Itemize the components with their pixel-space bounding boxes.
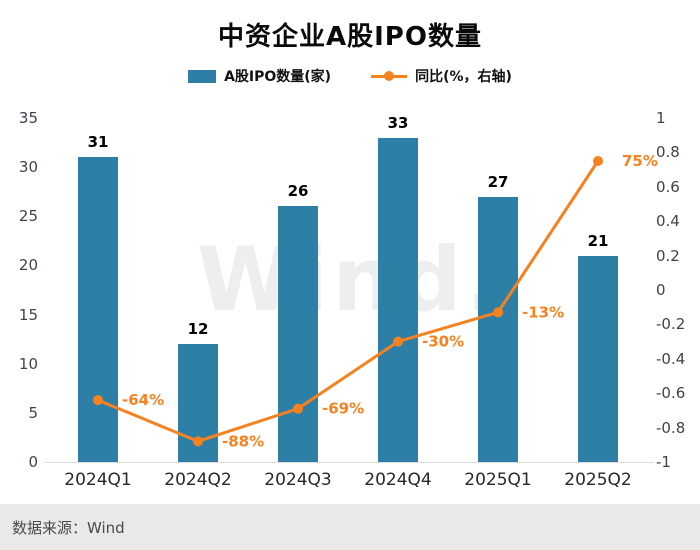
right-axis-tick: -1 [656, 453, 671, 471]
legend-bars-label: A股IPO数量(家) [224, 69, 332, 85]
watermark: Wind. [196, 228, 504, 331]
right-axis-tick: 0 [656, 281, 666, 299]
line-marker [293, 403, 303, 414]
bar-value-label: 21 [587, 231, 609, 250]
source-text: 数据来源：Wind [12, 518, 125, 537]
x-axis-label: 2024Q2 [164, 470, 232, 490]
line-swatch-marker [384, 71, 395, 81]
source-footer: 数据来源：Wind [0, 504, 700, 550]
left-axis-tick: 15 [18, 305, 38, 324]
right-axis-tick: 0.4 [656, 212, 680, 231]
left-axis-tick: 5 [28, 403, 38, 422]
legend-item-bars: A股IPO数量(家) [188, 66, 331, 86]
line-point-label: 75% [622, 152, 658, 170]
chart-title: 中资企业A股IPO数量 [218, 22, 482, 52]
yoy-line [97, 160, 600, 443]
legend-item-line: 同比(%，右轴) [371, 66, 512, 86]
line-marker [93, 395, 103, 406]
line-marker [193, 436, 203, 447]
bar-2025Q1 [478, 196, 518, 462]
bar-2025Q2 [578, 255, 618, 462]
plot-area: Wind. 35 30 25 20 15 10 5 0 1 0.8 0.6 0.4 0.2 0 -0.2-… [0, 100, 700, 500]
bar-value-label: 26 [287, 182, 309, 201]
left-axis-tick: 10 [18, 354, 38, 373]
bar-2024Q3 [278, 206, 318, 462]
line-layer: -64% -88% -69% -30% -13% 75% [93, 152, 658, 450]
bar-value-label: 27 [487, 172, 509, 191]
legend: A股IPO数量(家) 同比(%，右轴) [0, 66, 700, 86]
line-point-label: -30% [422, 333, 464, 351]
x-axis-label: 2024Q1 [64, 470, 132, 490]
line-marker [393, 336, 403, 347]
bar-2024Q1 [78, 157, 118, 462]
right-axis-tick: -0.6 [656, 384, 686, 403]
left-axis-tick: 30 [18, 158, 38, 177]
line-point-label: -64% [122, 391, 164, 409]
bar-value-label: 12 [187, 320, 209, 339]
line-point-label: -69% [322, 400, 364, 418]
bar-value-label: 31 [87, 133, 109, 152]
line-point-label: -88% [222, 432, 264, 450]
x-axis-label: 2025Q1 [464, 470, 532, 490]
line-marker [493, 307, 503, 318]
right-axis-tick: 1 [656, 109, 666, 127]
line-point-label: -13% [522, 303, 564, 321]
line-series-swatch-icon [371, 69, 408, 83]
bar-series-swatch-icon [188, 69, 217, 83]
bar-2024Q4 [378, 137, 418, 462]
legend-line-label: 同比(%，右轴) [415, 69, 512, 85]
right-axis-tick: 0.6 [656, 177, 680, 196]
right-axis-tick: -0.8 [656, 418, 686, 437]
right-axis-tick: 0.2 [656, 246, 680, 265]
x-axis-label: 2024Q4 [364, 470, 432, 490]
left-axis-tick: 0 [28, 453, 38, 471]
left-axis-tick: 25 [18, 207, 38, 226]
line-marker [593, 156, 603, 166]
x-axis-line [44, 462, 654, 463]
left-axis-tick: 35 [18, 109, 38, 127]
x-axis-label: 2024Q3 [264, 470, 332, 490]
right-axis-tick: -0.2 [656, 315, 686, 334]
left-axis-tick: 20 [18, 256, 38, 275]
x-axis-label: 2025Q2 [564, 470, 632, 490]
right-axis-tick: -0.4 [656, 349, 686, 368]
right-axis-tick: 0.8 [656, 143, 680, 162]
bar-value-label: 33 [387, 113, 409, 132]
